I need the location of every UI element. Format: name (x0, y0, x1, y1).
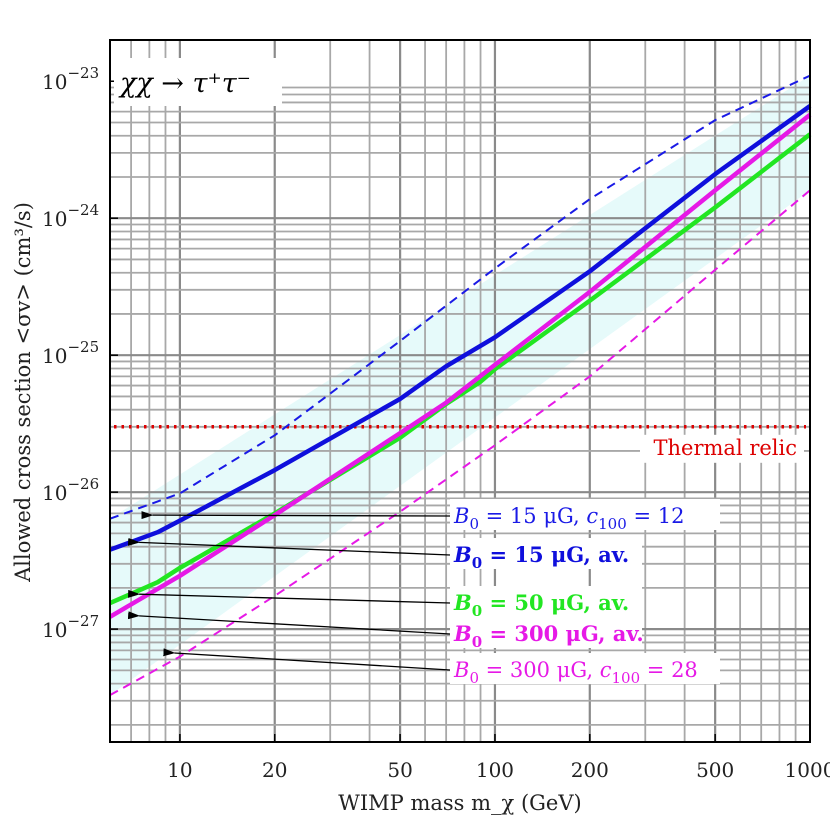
process-label: χχ → τ⁺τ⁻ (118, 68, 251, 99)
series-line-5 (109, 189, 811, 696)
series-line-2 (109, 104, 812, 552)
y-tick-label: 10−27 (42, 612, 99, 642)
y-tick-label: 10−25 (42, 338, 99, 368)
x-tick-label: 200 (571, 758, 609, 782)
annotation-bg-1 (450, 499, 720, 530)
series-layer (108, 74, 812, 696)
annotation-arrow-3 (128, 589, 451, 604)
series-line-1 (109, 74, 811, 520)
y-axis-label: Allowed cross section <σv> (cm³/s) (11, 202, 35, 583)
text-layer: Thermal relic 10 20 50 100 200 500 1000 10−27 10−… (42, 58, 830, 782)
y-tick-label: 10−24 (42, 201, 99, 231)
annotation-arrow-1 (141, 511, 451, 520)
x-tick-label: 50 (387, 758, 412, 782)
annotation-arrow-5 (163, 648, 451, 671)
annotation-arrow-4 (127, 611, 451, 635)
annotation-label-5: B0 = 300 μG, c100 = 28 (453, 658, 698, 687)
x-tick-label: 10 (167, 758, 192, 782)
thermal-relic-label-bg (640, 434, 804, 463)
plot-frame (109, 39, 811, 743)
x-tick-label: 1000 (785, 758, 830, 782)
tick-layer (110, 80, 811, 742)
annotation-arrow-2 (127, 537, 451, 556)
process-label-bg (114, 58, 282, 106)
annotation-bg-5 (450, 653, 720, 684)
x-tick-label: 20 (262, 758, 287, 782)
thermal-relic-label: Thermal relic (654, 436, 797, 460)
annotation-bg-2 (450, 538, 642, 569)
annotation-bg-3 (450, 586, 642, 617)
y-tick-label: 10−26 (42, 475, 99, 505)
arrow-layer (127, 511, 451, 671)
annotation-label-4: B0 = 300 μG, av. (453, 621, 644, 651)
y-tick-label: 10−23 (42, 64, 99, 94)
annotation-label-3: B0 = 50 μG, av. (453, 590, 629, 620)
series-line-4 (108, 112, 812, 619)
x-tick-label: 100 (476, 758, 514, 782)
x-tick-label: 500 (696, 758, 734, 782)
annotation-label-1: B0 = 15 μG, c100 = 12 (453, 504, 684, 533)
annotation-label-2: B0 = 15 μG, av. (453, 542, 629, 572)
x-axis-label: WIMP mass m_χ (GeV) (338, 791, 581, 815)
annotation-bg-4 (450, 617, 642, 648)
